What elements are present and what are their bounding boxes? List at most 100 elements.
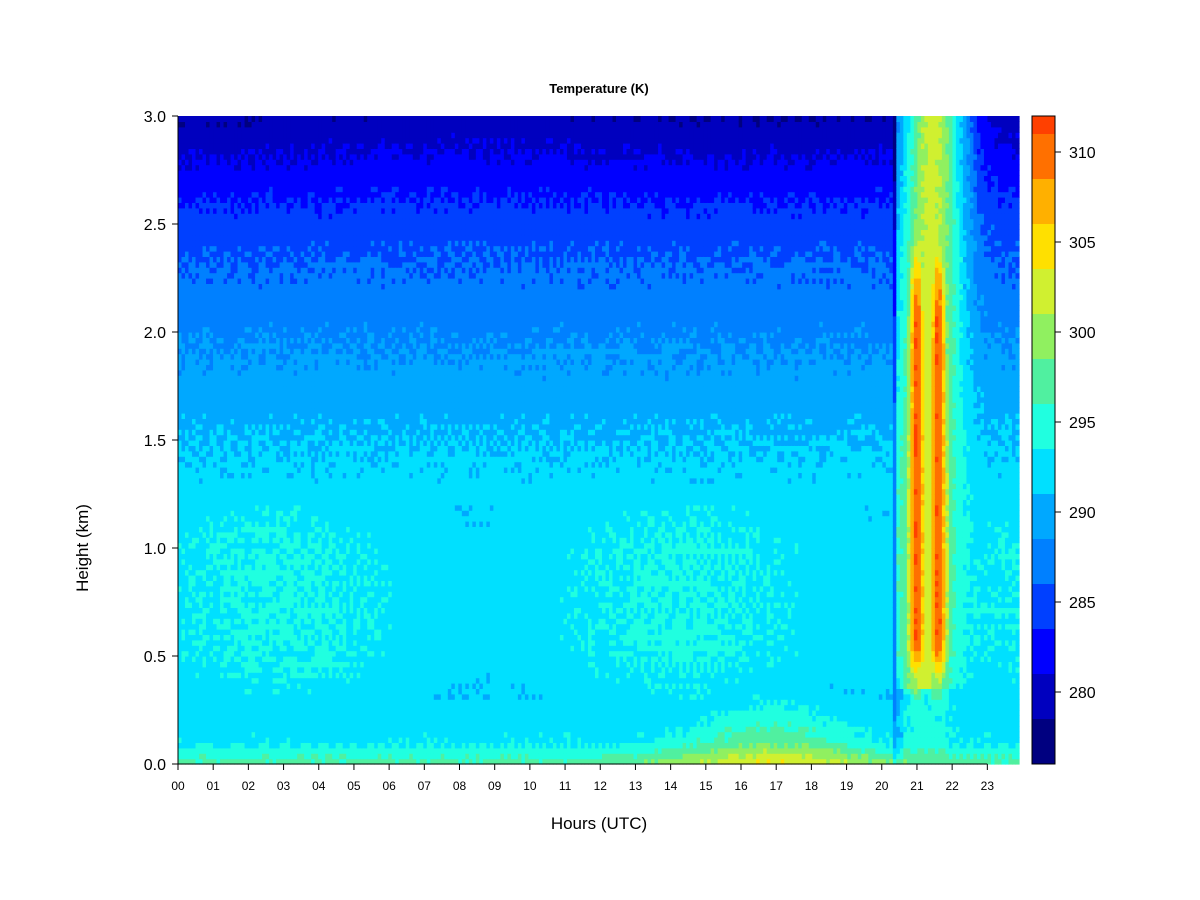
heatmap-cell bbox=[189, 159, 193, 165]
heatmap-cell bbox=[210, 634, 214, 640]
heatmap-cell bbox=[178, 543, 182, 549]
heatmap-cell bbox=[203, 143, 207, 149]
heatmap-cell bbox=[252, 246, 256, 252]
heatmap-cell bbox=[259, 343, 263, 349]
heatmap-cell bbox=[185, 694, 189, 700]
heatmap-cell bbox=[213, 521, 217, 527]
heatmap-cell bbox=[238, 661, 242, 667]
heatmap-cell bbox=[280, 127, 284, 133]
heatmap-cell bbox=[217, 440, 221, 446]
heatmap-cell bbox=[192, 300, 196, 306]
heatmap-cell bbox=[238, 219, 242, 225]
heatmap-cell bbox=[255, 359, 259, 365]
heatmap-cell bbox=[234, 548, 238, 554]
heatmap-cell bbox=[224, 127, 228, 133]
heatmap-cell bbox=[238, 132, 242, 138]
heatmap-cell bbox=[220, 273, 224, 279]
heatmap-cell bbox=[203, 688, 207, 694]
heatmap-cell bbox=[255, 521, 259, 527]
heatmap-cell bbox=[252, 510, 256, 516]
heatmap-cell bbox=[245, 510, 249, 516]
heatmap-cell bbox=[210, 127, 214, 133]
heatmap-cell bbox=[192, 391, 196, 397]
heatmap-cell bbox=[248, 753, 252, 759]
heatmap-cell bbox=[220, 370, 224, 376]
heatmap-cell bbox=[203, 116, 207, 122]
heatmap-cell bbox=[185, 499, 189, 505]
heatmap-cell bbox=[234, 440, 238, 446]
heatmap-cell bbox=[255, 138, 259, 144]
heatmap-cell bbox=[259, 229, 263, 235]
heatmap-cell bbox=[238, 165, 242, 171]
heatmap-cell bbox=[203, 510, 207, 516]
heatmap-cell bbox=[192, 354, 196, 360]
heatmap-cell bbox=[231, 694, 235, 700]
heatmap-cell bbox=[217, 559, 221, 565]
heatmap-cell bbox=[259, 138, 263, 144]
heatmap-cell bbox=[294, 694, 298, 700]
heatmap-cell bbox=[196, 305, 200, 311]
heatmap-cell bbox=[273, 715, 277, 721]
heatmap-cell bbox=[234, 418, 238, 424]
heatmap-cell bbox=[259, 165, 263, 171]
heatmap-cell bbox=[206, 732, 210, 738]
heatmap-cell bbox=[185, 219, 189, 225]
heatmap-cell bbox=[199, 408, 203, 414]
heatmap-cell bbox=[196, 445, 200, 451]
heatmap-cell bbox=[238, 699, 242, 705]
heatmap-cell bbox=[294, 364, 298, 370]
heatmap-cell bbox=[255, 370, 259, 376]
heatmap-cell bbox=[196, 483, 200, 489]
heatmap-cell bbox=[234, 132, 238, 138]
heatmap-cell bbox=[241, 478, 245, 484]
heatmap-cell bbox=[269, 526, 273, 532]
heatmap-cell bbox=[196, 537, 200, 543]
heatmap-cell bbox=[280, 224, 284, 230]
heatmap-cell bbox=[199, 127, 203, 133]
heatmap-cell bbox=[192, 748, 196, 754]
heatmap-cell bbox=[269, 262, 273, 268]
heatmap-cell bbox=[262, 148, 266, 154]
heatmap-cell bbox=[301, 575, 305, 581]
heatmap-cell bbox=[231, 494, 235, 500]
heatmap-cell bbox=[192, 327, 196, 333]
heatmap-cell bbox=[262, 170, 266, 176]
heatmap-cell bbox=[290, 305, 294, 311]
heatmap-cell bbox=[238, 283, 242, 289]
heatmap-cell bbox=[248, 602, 252, 608]
heatmap-cell bbox=[287, 364, 291, 370]
heatmap-cell bbox=[234, 624, 238, 630]
heatmap-cell bbox=[255, 127, 259, 133]
heatmap-cell bbox=[231, 348, 235, 354]
heatmap-cell bbox=[280, 159, 284, 165]
heatmap-cell bbox=[206, 607, 210, 613]
heatmap-cell bbox=[297, 656, 301, 662]
heatmap-cell bbox=[185, 683, 189, 689]
heatmap-cell bbox=[213, 348, 217, 354]
heatmap-cell bbox=[238, 208, 242, 214]
heatmap-cell bbox=[290, 262, 294, 268]
heatmap-cell bbox=[297, 726, 301, 732]
heatmap-cell bbox=[206, 505, 210, 511]
heatmap-cell bbox=[248, 402, 252, 408]
heatmap-cell bbox=[213, 170, 217, 176]
heatmap-cell bbox=[189, 629, 193, 635]
heatmap-cell bbox=[252, 413, 256, 419]
heatmap-cell bbox=[276, 499, 280, 505]
heatmap-cell bbox=[294, 165, 298, 171]
heatmap-cell bbox=[259, 672, 263, 678]
heatmap-cell bbox=[259, 607, 263, 613]
heatmap-cell bbox=[255, 429, 259, 435]
heatmap-cell bbox=[182, 327, 186, 333]
heatmap-cell bbox=[294, 370, 298, 376]
heatmap-cell bbox=[217, 656, 221, 662]
heatmap-cell bbox=[294, 332, 298, 338]
heatmap-cell bbox=[185, 661, 189, 667]
heatmap-cell bbox=[189, 219, 193, 225]
heatmap-cell bbox=[238, 310, 242, 316]
heatmap-cell bbox=[238, 202, 242, 208]
heatmap-cell bbox=[283, 202, 287, 208]
heatmap-cell bbox=[266, 240, 270, 246]
heatmap-cell bbox=[178, 300, 182, 306]
heatmap-cell bbox=[245, 148, 249, 154]
